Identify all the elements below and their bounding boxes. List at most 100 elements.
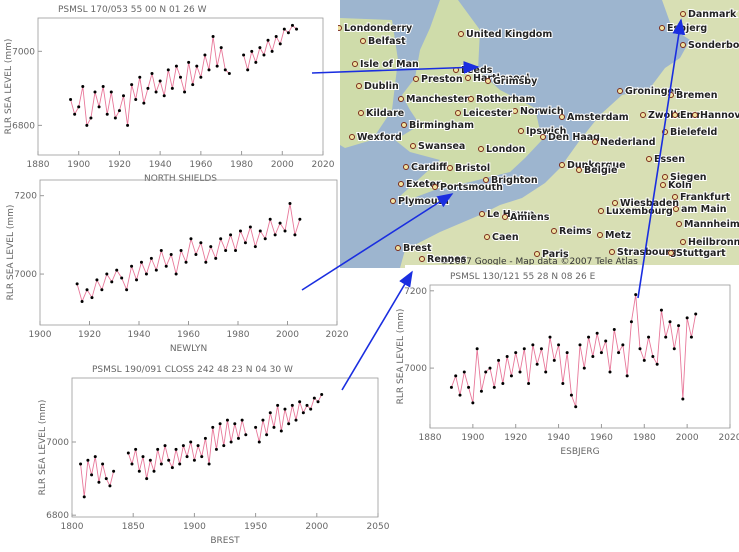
data-point <box>174 272 178 276</box>
data-point <box>565 351 569 355</box>
data-point <box>689 335 693 339</box>
city-dot <box>673 206 679 212</box>
data-point <box>244 433 248 437</box>
data-point <box>97 480 101 484</box>
x-axis-label: BREST <box>210 536 240 546</box>
data-point <box>582 366 586 370</box>
x-tick-label: 2000 <box>676 433 699 443</box>
data-point <box>287 422 291 426</box>
data-point <box>179 75 182 79</box>
city-dot <box>692 112 698 118</box>
data-point <box>312 396 316 400</box>
data-point <box>263 237 267 241</box>
data-point <box>79 462 83 466</box>
data-point <box>276 403 280 407</box>
data-point <box>178 462 182 466</box>
data-point <box>215 64 219 68</box>
city-dot <box>659 25 665 31</box>
data-point <box>254 60 258 64</box>
data-point <box>552 358 556 362</box>
x-tick-label: 1880 <box>419 433 442 443</box>
city-dot <box>534 251 540 257</box>
city-dot <box>576 167 582 173</box>
data-point <box>492 385 496 389</box>
data-point <box>505 355 509 358</box>
city-dot <box>413 76 419 82</box>
city-dot <box>518 128 524 134</box>
data-point <box>218 422 222 426</box>
city-label: Birmingham <box>409 120 474 131</box>
x-tick-label: 2020 <box>312 160 335 170</box>
city-label: Amiens <box>510 212 550 223</box>
data-point <box>305 403 309 407</box>
data-point <box>290 23 294 27</box>
city-label: Groningen <box>625 86 681 97</box>
y-axis-label: RLR SEA LEVEL (mm) <box>4 39 14 135</box>
city-label: Wexford <box>357 132 402 143</box>
city-dot <box>680 239 686 245</box>
city-label: Esbjerg <box>667 23 707 34</box>
city-label: London <box>486 144 526 155</box>
data-point <box>272 425 276 429</box>
city-dot <box>668 250 674 256</box>
data-point <box>163 444 167 448</box>
city-label: Portsmouth <box>440 182 503 193</box>
data-point <box>227 72 231 76</box>
city-dot <box>551 228 557 234</box>
data-point <box>484 370 488 374</box>
data-point <box>266 38 270 42</box>
data-point <box>561 382 565 386</box>
data-point <box>134 447 138 451</box>
data-point <box>294 418 298 422</box>
city-dot <box>617 88 623 94</box>
data-point <box>522 347 526 351</box>
data-point <box>278 42 282 46</box>
city-dot <box>672 194 678 200</box>
city-dot <box>640 112 646 118</box>
data-point <box>471 401 475 405</box>
y-tick-label: 7000 <box>46 438 69 448</box>
data-point <box>149 256 153 260</box>
city-dot <box>358 110 364 116</box>
city-label: United Kingdom <box>466 29 552 40</box>
data-point <box>625 374 629 378</box>
data-point <box>262 53 266 57</box>
data-point <box>142 101 146 105</box>
data-point <box>462 370 466 374</box>
arrows <box>301 18 686 391</box>
data-point <box>488 366 492 370</box>
arrow <box>311 61 480 74</box>
city-dot <box>680 42 686 48</box>
data-point <box>647 335 651 339</box>
data-point <box>144 272 148 276</box>
data-point <box>126 123 130 127</box>
data-point <box>569 393 573 397</box>
city-label: Brest <box>403 243 432 254</box>
data-point <box>199 75 203 79</box>
data-point <box>85 288 89 292</box>
data-point <box>604 339 608 343</box>
data-point <box>145 477 149 481</box>
data-point <box>181 444 185 448</box>
data-point <box>225 418 229 422</box>
data-point <box>219 237 223 241</box>
data-point <box>240 418 244 422</box>
x-tick-label: 1960 <box>590 433 613 443</box>
x-axis-label: NEWLYN <box>170 344 207 354</box>
map-copyright: ©2007 Google - Map data ©2007 Tele Atlas <box>440 257 638 267</box>
data-point <box>288 202 292 206</box>
data-point <box>672 347 676 351</box>
y-axis-label: RLR SEA LEVEL (mm) <box>6 205 16 301</box>
data-point <box>90 296 94 300</box>
data-point <box>290 403 294 407</box>
data-point <box>135 278 139 282</box>
data-point <box>113 116 117 120</box>
city-dot <box>680 11 686 17</box>
city-label: Rotherham <box>476 94 535 105</box>
city-label: Paris <box>542 249 569 260</box>
data-point <box>514 351 518 355</box>
data-point <box>229 440 233 444</box>
x-tick-label: 2050 <box>367 522 390 532</box>
data-point <box>73 112 77 116</box>
